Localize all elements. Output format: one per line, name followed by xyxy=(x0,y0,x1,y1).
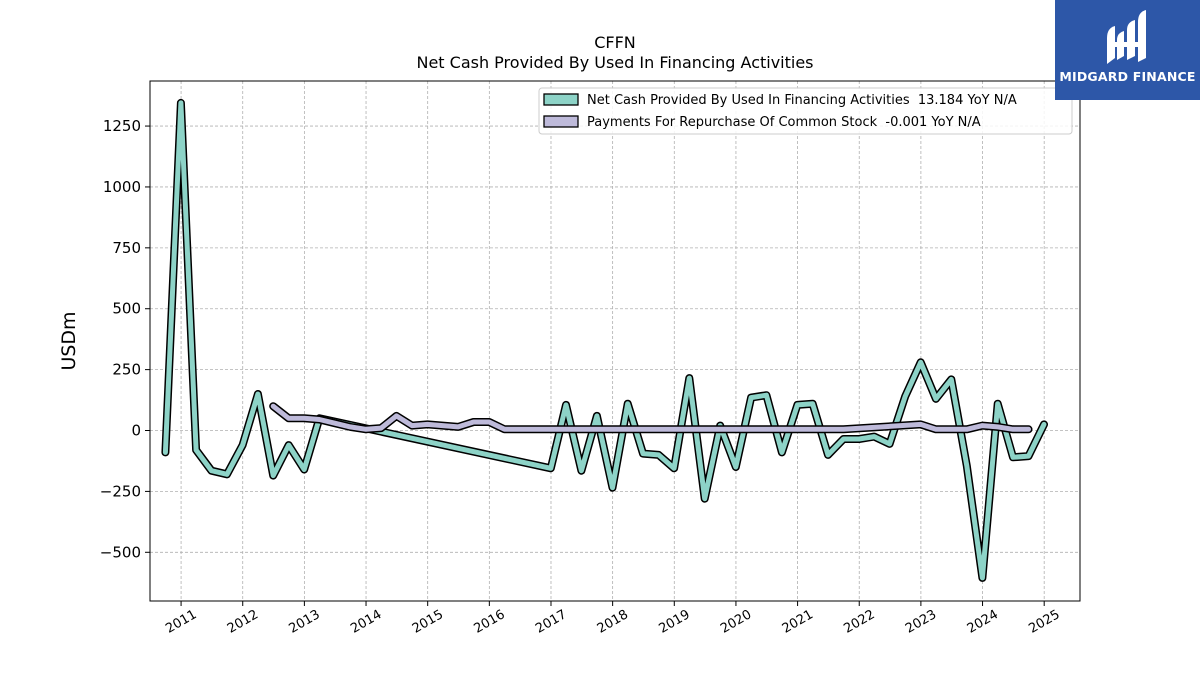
y-tick-label: 0 xyxy=(131,422,141,440)
plot-frame xyxy=(149,80,1081,602)
x-tick-label: 2025 xyxy=(1026,607,1062,637)
legend-swatch-repurchase xyxy=(543,115,579,128)
x-tick-label: 2019 xyxy=(656,607,692,637)
x-tick-label: 2022 xyxy=(841,607,877,637)
x-tick-label: 2024 xyxy=(965,607,1001,637)
legend: Net Cash Provided By Used In Financing A… xyxy=(538,87,1073,135)
x-tick-label: 2018 xyxy=(595,607,631,637)
legend-label-net-cash: Net Cash Provided By Used In Financing A… xyxy=(587,93,1017,108)
y-tick-label: 250 xyxy=(112,361,141,379)
midgard-finance-logo: MIDGARD FINANCE xyxy=(1055,0,1200,100)
legend-swatch-net-cash xyxy=(543,93,579,106)
x-tick-label: 2015 xyxy=(410,607,446,637)
y-tick-label: 750 xyxy=(112,239,141,257)
chart-title: CFFN xyxy=(594,33,636,52)
x-tick-label: 2023 xyxy=(903,607,939,637)
y-tick-label: −500 xyxy=(100,543,141,561)
x-tick-label: 2014 xyxy=(348,607,384,637)
x-tick-label: 2016 xyxy=(472,607,508,637)
y-axis-label: USDm xyxy=(58,311,80,370)
grid xyxy=(150,81,1080,601)
legend-label-repurchase: Payments For Repurchase Of Common Stock … xyxy=(587,115,981,130)
series-0-outline xyxy=(161,98,1048,582)
series-0-line xyxy=(162,100,1047,581)
logo-text: MIDGARD FINANCE xyxy=(1059,69,1196,84)
x-tick-label: 2011 xyxy=(163,607,199,637)
x-tick-label: 2021 xyxy=(780,607,816,637)
x-tick-label: 2012 xyxy=(225,607,261,637)
series-layer xyxy=(161,98,1048,582)
x-tick-label: 2013 xyxy=(287,607,323,637)
x-tick-label: 2020 xyxy=(718,607,754,637)
legend-box xyxy=(538,87,1073,135)
chart-subtitle: Net Cash Provided By Used In Financing A… xyxy=(416,53,813,72)
series-1-line xyxy=(270,403,1031,432)
y-tick-label: 1000 xyxy=(103,178,141,196)
logo-mark-icon xyxy=(1107,10,1146,64)
y-tick-label: −250 xyxy=(100,482,141,500)
y-tick-label: 1250 xyxy=(103,117,141,135)
y-tick-label: 500 xyxy=(112,300,141,318)
x-tick-label: 2017 xyxy=(533,607,569,637)
